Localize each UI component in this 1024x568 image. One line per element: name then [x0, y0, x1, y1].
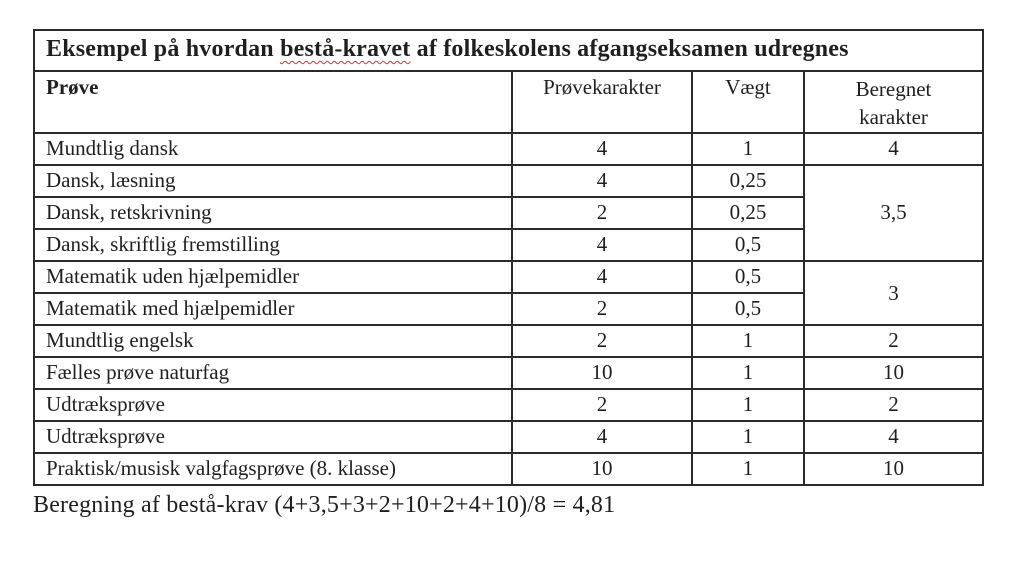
provekarakter-cell: 2 [511, 324, 693, 358]
provekarakter-cell: 4 [511, 164, 693, 198]
table-row: Udtræksprøve 2 1 2 [33, 388, 985, 422]
beregnet-cell: 2 [802, 388, 985, 422]
column-header-beregnet: Beregnet karakter [802, 70, 985, 134]
title-text-before: Eksempel på hvordan [46, 36, 281, 62]
beregnet-cell: 4 [802, 132, 985, 166]
beregnet-cell: 2 [802, 324, 985, 358]
prove-cell: Udtræksprøve [33, 420, 513, 454]
table-row: Mundtlig dansk 4 1 4 [33, 132, 985, 166]
prove-cell: Mundtlig engelsk [33, 324, 513, 358]
beregnet-cell: 3,5 [802, 164, 985, 262]
exam-table: Eksempel på hvordan bestå-kravet af folk… [32, 29, 985, 486]
vaegt-cell: 0,5 [691, 228, 805, 262]
vaegt-cell: 0,25 [691, 196, 805, 230]
vaegt-cell: 0,5 [691, 292, 805, 326]
beregnet-cell: 4 [802, 420, 985, 454]
provekarakter-cell: 2 [511, 388, 693, 422]
prove-cell: Mundtlig dansk [33, 132, 513, 166]
column-header-provekarakter: Prøvekarakter [511, 70, 693, 134]
beregnet-cell: 10 [802, 356, 985, 390]
provekarakter-cell: 4 [511, 420, 693, 454]
header-row: Prøve Prøvekarakter Vægt Beregnet karakt… [33, 70, 985, 134]
calculation-line: Beregning af bestå-krav (4+3,5+3+2+10+2+… [33, 492, 616, 518]
vaegt-cell: 1 [691, 132, 805, 166]
column-header-prove: Prøve [33, 70, 513, 134]
vaegt-cell: 1 [691, 420, 805, 454]
table-row: Fælles prøve naturfag 10 1 10 [33, 356, 985, 390]
provekarakter-cell: 4 [511, 228, 693, 262]
beregnet-cell: 3 [802, 260, 985, 326]
title-row: Eksempel på hvordan bestå-kravet af folk… [32, 29, 985, 72]
beregnet-cell: 10 [802, 452, 985, 486]
vaegt-cell: 1 [691, 324, 805, 358]
prove-cell: Matematik med hjælpemidler [33, 292, 513, 326]
exam-table-body: Mundtlig dansk 4 1 4 Dansk, læsning 4 0,25 3,5 D… [33, 132, 985, 486]
table-row: Mundtlig engelsk 2 1 2 [33, 324, 985, 358]
provekarakter-cell: 4 [511, 132, 693, 166]
provekarakter-cell: 2 [511, 196, 693, 230]
vaegt-cell: 1 [691, 356, 805, 390]
spellcheck-underlined-word: bestå-kravet [280, 36, 411, 62]
provekarakter-cell: 4 [511, 260, 693, 294]
table-row: Dansk, retskrivning 2 0,25 [33, 196, 983, 230]
vaegt-cell: 0,5 [691, 260, 805, 294]
vaegt-cell: 1 [691, 452, 805, 486]
provekarakter-cell: 10 [511, 452, 693, 486]
prove-cell: Dansk, retskrivning [33, 196, 513, 230]
table-row: Matematik med hjælpemidler 2 0,5 [33, 292, 983, 326]
prove-cell: Udtræksprøve [33, 388, 513, 422]
prove-cell: Matematik uden hjælpemidler [33, 260, 513, 294]
column-header-vaegt: Vægt [691, 70, 805, 134]
table-row: Praktisk/musisk valgfagsprøve (8. klasse… [33, 452, 985, 486]
column-header-beregnet-label: Beregnet karakter [855, 77, 932, 130]
prove-cell: Fælles prøve naturfag [33, 356, 513, 390]
provekarakter-cell: 10 [511, 356, 693, 390]
prove-cell: Dansk, læsning [33, 164, 513, 198]
table-title: Eksempel på hvordan bestå-kravet af folk… [32, 29, 985, 72]
table-row: Udtræksprøve 4 1 4 [33, 420, 985, 454]
table-row: Dansk, læsning 4 0,25 3,5 [33, 164, 985, 262]
vaegt-cell: 1 [691, 388, 805, 422]
table-row: Dansk, skriftlig fremstilling 4 0,5 [33, 228, 983, 262]
vaegt-cell: 0,25 [691, 164, 805, 198]
prove-cell: Dansk, skriftlig fremstilling [33, 228, 513, 262]
table-row: Matematik uden hjælpemidler 4 0,5 3 [33, 260, 985, 326]
provekarakter-cell: 2 [511, 292, 693, 326]
prove-cell: Praktisk/musisk valgfagsprøve (8. klasse… [33, 452, 513, 486]
title-text-after: af folkeskolens afgangseksamen udregnes [410, 36, 849, 62]
